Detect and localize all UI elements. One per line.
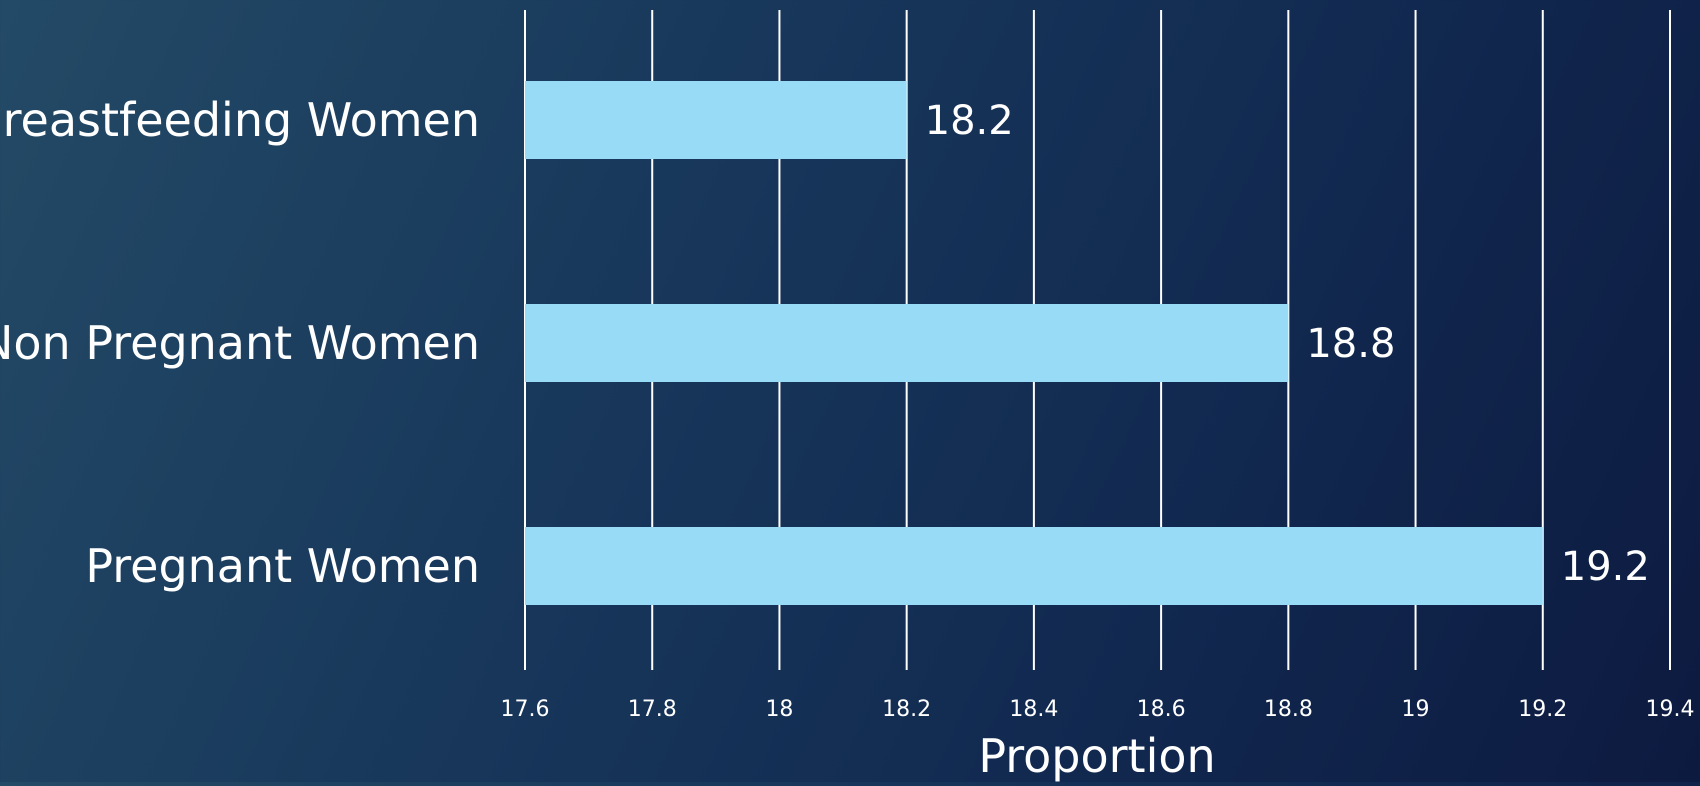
bar bbox=[525, 81, 907, 159]
x-tick-label: 19.4 bbox=[1646, 697, 1695, 722]
value-labels: 18.2 18.8 19.2 bbox=[925, 98, 1650, 590]
category-label: Breastfeeding Women bbox=[0, 93, 480, 147]
bar bbox=[525, 304, 1289, 382]
x-tick-label: 18.4 bbox=[1009, 697, 1058, 722]
value-label: 18.8 bbox=[1306, 321, 1395, 367]
x-tick-label: 18.8 bbox=[1264, 697, 1313, 722]
x-tick-label: 18 bbox=[765, 697, 793, 722]
x-tick-label: 18.6 bbox=[1137, 697, 1186, 722]
x-tick-label: 17.8 bbox=[628, 697, 677, 722]
category-label: Pregnant Women bbox=[85, 539, 480, 593]
x-axis-title: Proportion bbox=[978, 729, 1215, 782]
bars bbox=[525, 81, 1543, 605]
value-label: 18.2 bbox=[925, 98, 1014, 144]
category-label: Non Pregnant Women bbox=[0, 316, 480, 370]
category-labels: Breastfeeding Women Non Pregnant Women Pre… bbox=[0, 93, 480, 593]
x-tick-label: 19.2 bbox=[1518, 697, 1567, 722]
x-tick-label: 17.6 bbox=[501, 697, 550, 722]
x-tick-label: 18.2 bbox=[882, 697, 931, 722]
bar bbox=[525, 527, 1543, 605]
x-tick-labels: 17.6 17.8 18 18.2 18.4 18.6 18.8 19 19.2 19.4 bbox=[501, 697, 1695, 722]
x-tick-label: 19 bbox=[1402, 697, 1430, 722]
value-label: 19.2 bbox=[1561, 544, 1650, 590]
